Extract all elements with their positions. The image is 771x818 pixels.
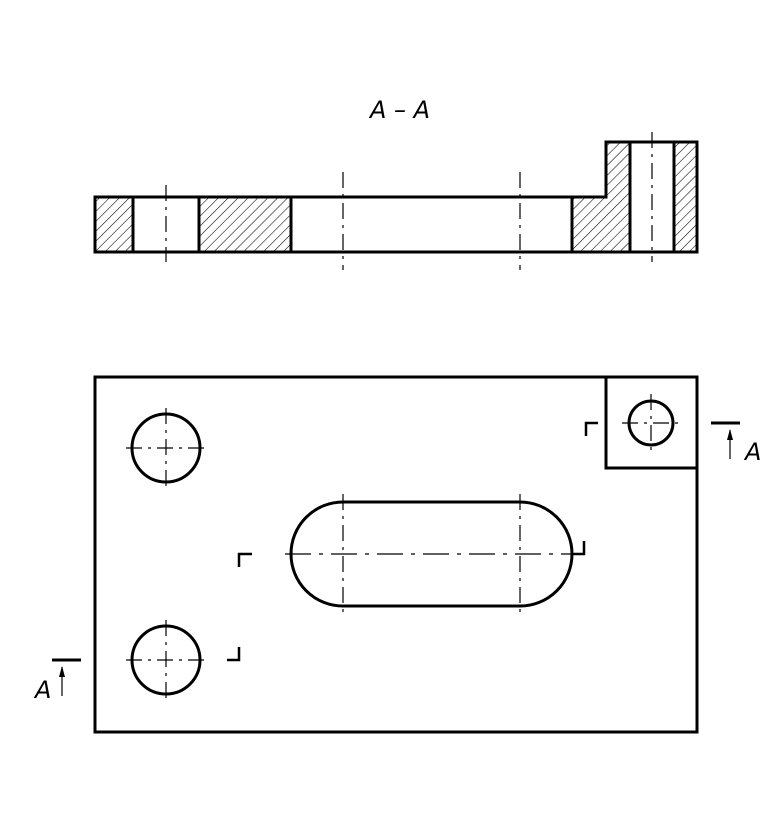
slot-outline bbox=[289, 500, 574, 608]
boss-outline bbox=[604, 377, 697, 470]
plan-view: A A bbox=[33, 375, 761, 734]
hatch-left bbox=[95, 197, 133, 252]
cut-arrowhead-left bbox=[59, 666, 65, 677]
section-title: A – A bbox=[368, 96, 430, 124]
section-path-corner-2 bbox=[571, 541, 586, 556]
hatch-right bbox=[674, 142, 697, 252]
cut-label-left: A bbox=[33, 676, 51, 704]
cut-label-right: A bbox=[743, 438, 761, 466]
plate-outline bbox=[93, 375, 699, 734]
section-outline bbox=[93, 140, 699, 254]
section-path-corner-3 bbox=[237, 552, 252, 567]
cut-arrowhead-right bbox=[727, 429, 733, 440]
section-path-corner-1 bbox=[584, 421, 598, 436]
section-view: A – A bbox=[93, 96, 699, 270]
cut-marker-left: A bbox=[33, 658, 81, 704]
section-path-corner-4 bbox=[227, 647, 241, 662]
hatch-middle bbox=[199, 197, 291, 252]
cut-marker-right: A bbox=[711, 421, 761, 466]
